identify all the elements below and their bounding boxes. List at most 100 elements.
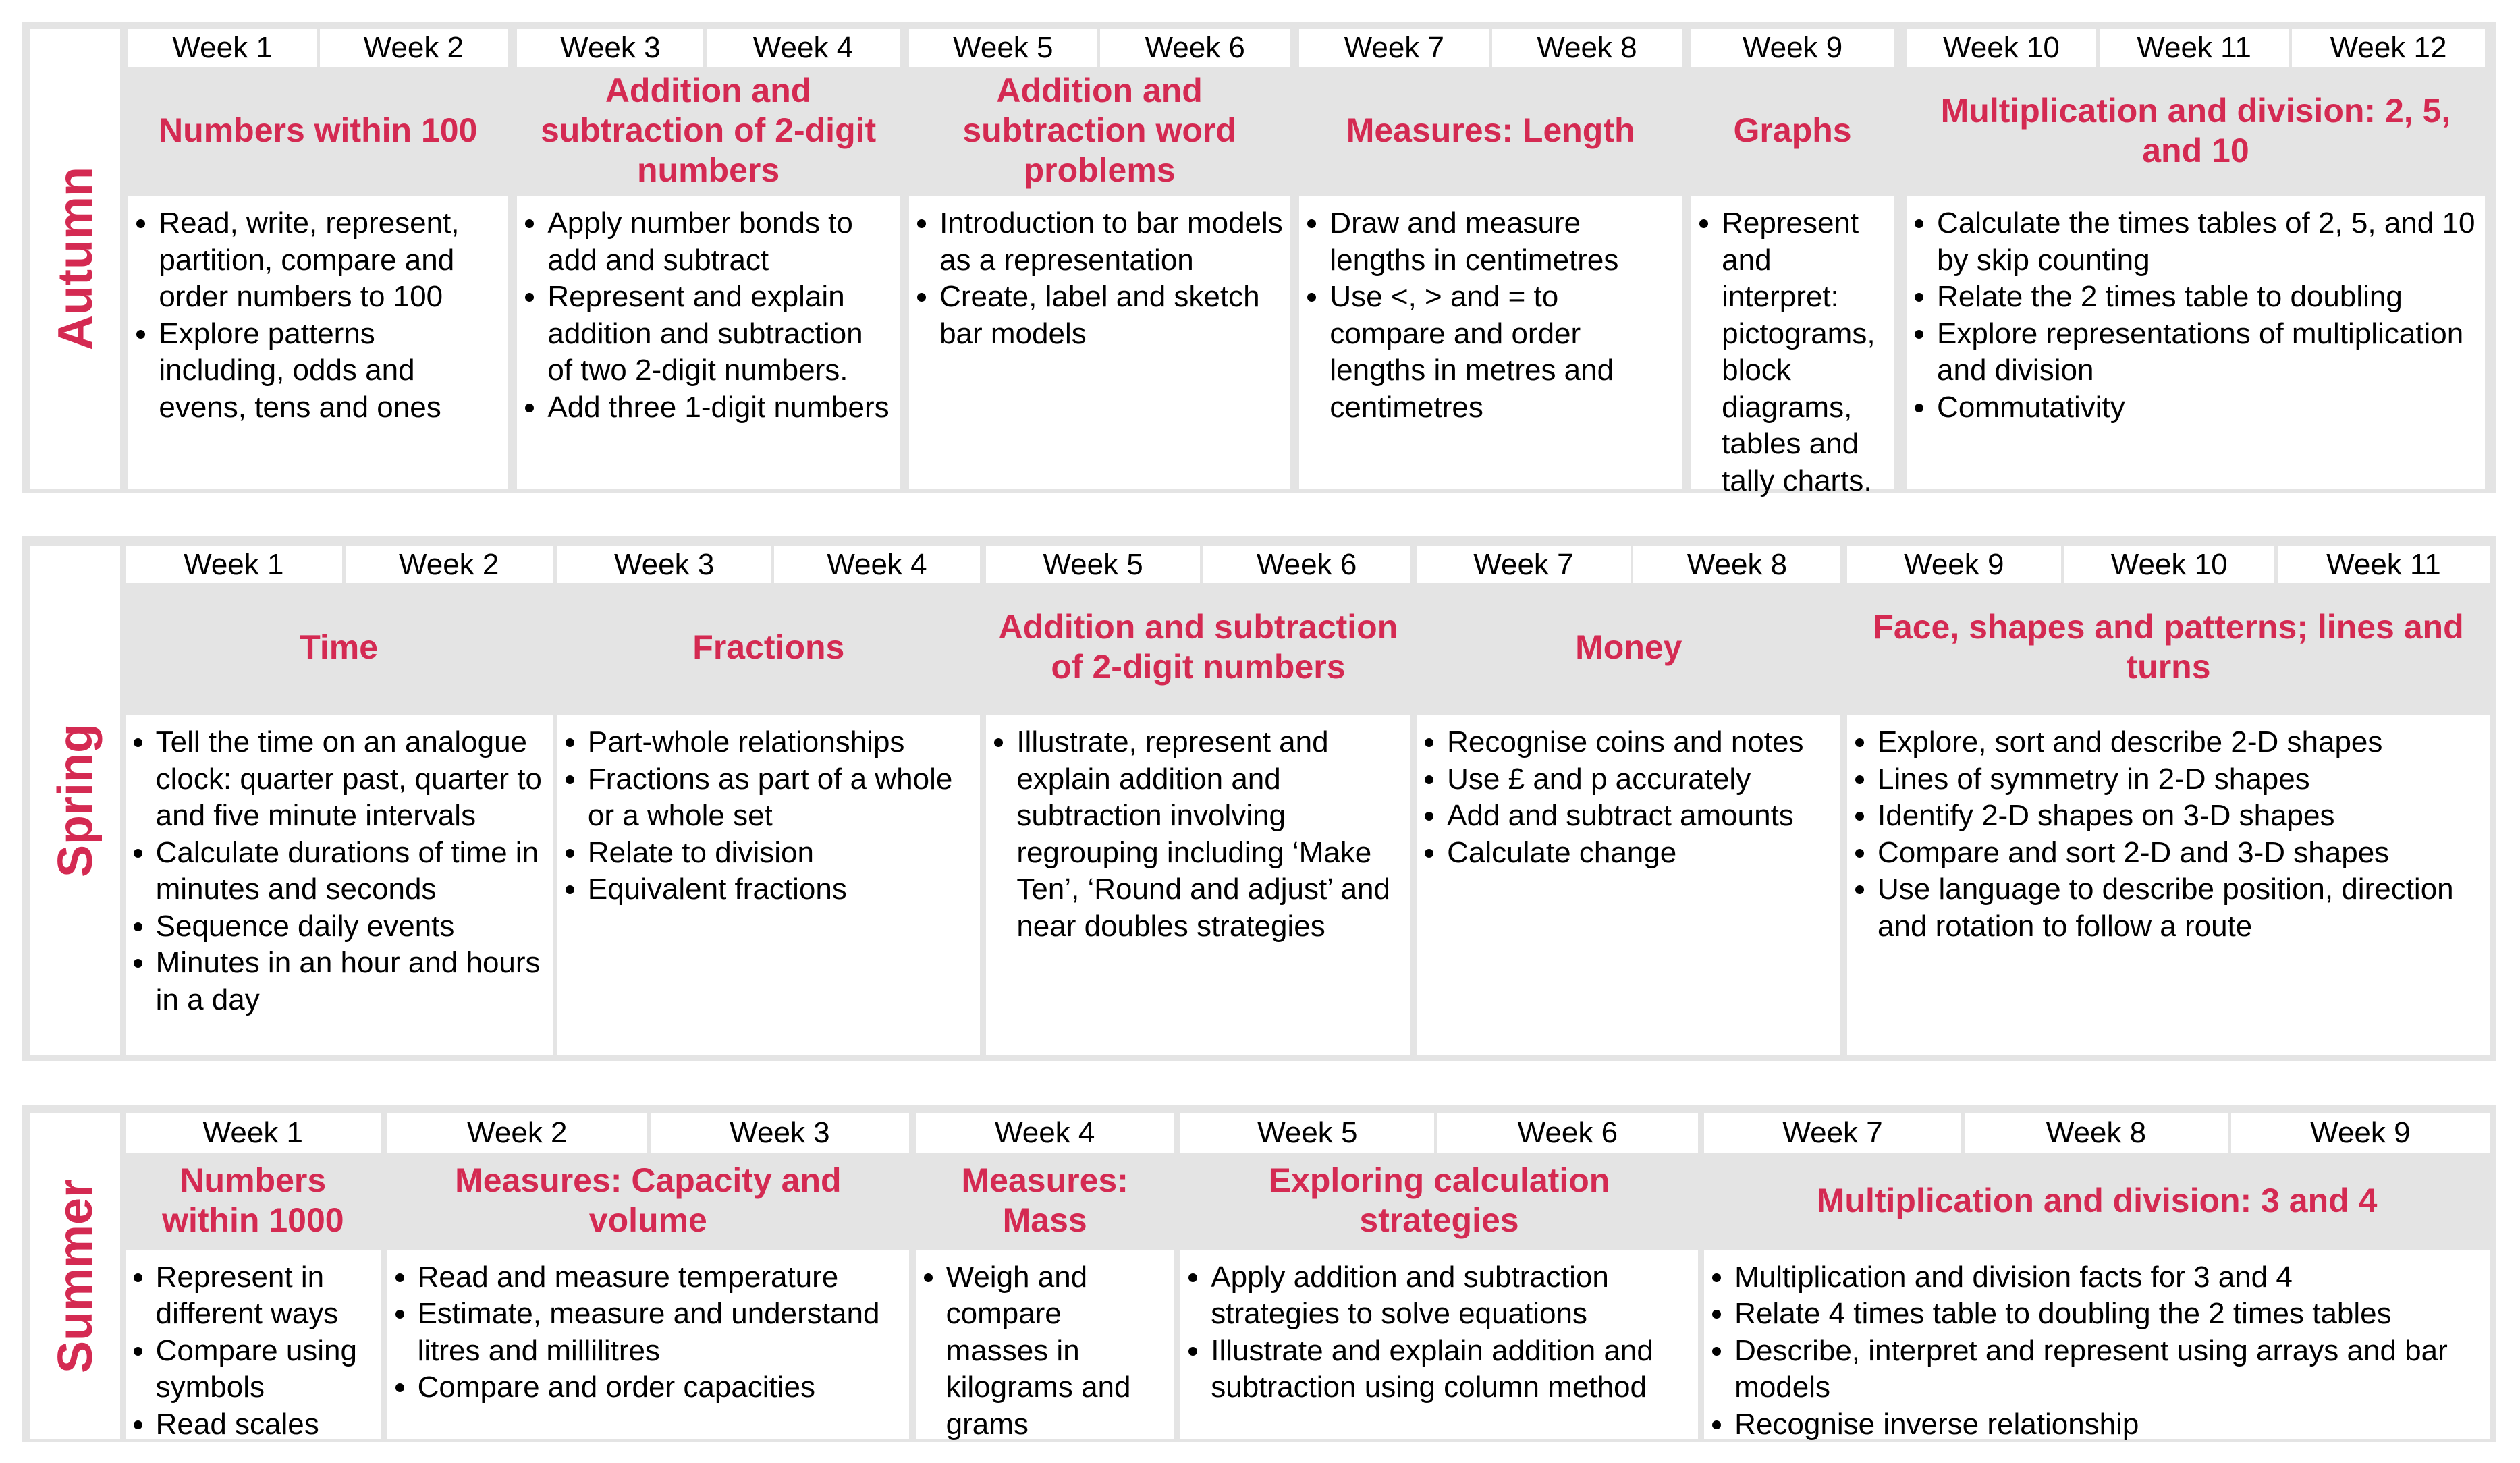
bullet-list: Calculate the times tables of 2, 5, and … [1907,196,2485,426]
week-label: Week 5 [909,28,1097,67]
week-label: Week 5 [986,546,1200,583]
term-label: Autumn [48,167,103,351]
bullet-item: Lines of symmetry in 2-D shapes [1878,761,2483,798]
week-label: Week 9 [1691,28,1894,67]
bullet-item: Recognise inverse relationship [1734,1406,2483,1443]
week-label: Week 12 [2292,28,2485,67]
unit-title: Money [1575,628,1682,666]
bullet-item: Compare and sort 2-D and 3-D shapes [1878,835,2483,872]
week-label: Week 10 [2064,546,2275,583]
week-label: Week 9 [2230,1113,2490,1153]
term-label: Summer [48,1178,103,1373]
week-label: Week 4 [915,1113,1174,1153]
week-label: Week 8 [1964,1113,2228,1153]
bullet-list: Multiplication and division facts for 3 … [1704,1250,2490,1443]
bullet-item: Multiplication and division facts for 3 … [1734,1259,2483,1296]
bullet-item: Relate to division [588,835,973,872]
bullet-list: Represent in different waysCompare using… [126,1250,381,1443]
bullet-list: Part-whole relationshipsFractions as par… [557,715,980,908]
unit-title: Measures: Capacity and volume [455,1161,842,1240]
unit-bullets: Represent in different waysCompare using… [125,1249,381,1441]
unit-bullets: Explore, sort and describe 2-D shapesLin… [1847,715,2490,1055]
unit-title: Time [300,628,379,666]
week-label: Week 2 [387,1113,648,1153]
term-label-cell: Summer [30,1113,121,1439]
bullet-list: Weigh and compare masses in kilograms an… [916,1250,1174,1443]
bullet-item: Sequence daily events [156,908,546,945]
bullet-item: Compare using symbols [156,1333,374,1406]
bullet-item: Relate the 2 times table to doubling [1937,279,2478,316]
bullet-list: Apply number bonds to add and subtractRe… [517,196,899,426]
week-label: Week 2 [345,546,553,583]
bullet-item: Calculate change [1447,835,1834,872]
week-label: Week 11 [2277,546,2490,583]
bullet-list: Represent and interpret: pictograms, blo… [1691,196,1894,499]
unit-bullets: Illustrate, represent and explain additi… [986,715,1410,1055]
week-label: Week 1 [125,546,342,583]
unit-title: Addition and subtraction word problems [962,72,1236,190]
unit-bullets: Introduction to bar models as a represen… [909,196,1290,489]
bullet-item: Represent in different ways [156,1259,374,1333]
week-label: Week 6 [1437,1113,1698,1153]
bullet-item: Represent and interpret: pictograms, blo… [1722,205,1887,499]
unit-title: Graphs [1733,111,1852,150]
bullet-item: Read scales [156,1406,374,1443]
unit-title: Addition and subtraction of 2-digit numb… [540,72,877,190]
bullet-item: Use <, > and = to compare and order leng… [1330,279,1674,426]
week-label: Week 4 [774,546,980,583]
bullet-list: Apply addition and subtraction strategie… [1180,1250,1697,1406]
bullet-item: Apply number bonds to add and subtract [547,205,892,279]
bullet-item: Use £ and p accurately [1447,761,1834,798]
unit-bullets: Apply number bonds to add and subtractRe… [517,196,900,489]
unit-title: Fractions [692,628,845,666]
unit-bullets: Draw and measure lengths in centimetresU… [1299,196,1682,489]
bullet-list: Read and measure temperatureEstimate, me… [387,1250,910,1406]
unit-title: Multiplication and division: 3 and 4 [1816,1181,2378,1219]
unit-title: Exploring calculation strategies [1268,1161,1610,1240]
bullet-item: Describe, interpret and represent using … [1734,1333,2483,1406]
unit-title: Addition and subtraction of 2-digit numb… [998,608,1398,686]
bullet-item: Weigh and compare masses in kilograms an… [946,1259,1168,1443]
week-label: Week 2 [319,28,508,67]
unit-title: Measures: Length [1346,111,1635,150]
bullet-item: Calculate durations of time in minutes a… [156,835,546,908]
week-label: Week 11 [2099,28,2289,67]
week-label: Week 1 [128,28,317,67]
week-label: Week 8 [1633,546,1841,583]
term-label: Spring [48,723,103,878]
bullet-list: Introduction to bar models as a represen… [909,196,1290,352]
unit-title: Numbers within 1000 [162,1161,344,1240]
bullet-item: Create, label and sketch bar models [939,279,1283,352]
unit-bullets: Represent and interpret: pictograms, blo… [1691,196,1894,497]
bullet-item: Equivalent fractions [588,871,973,908]
week-label: Week 9 [1847,546,2061,583]
week-label: Week 7 [1417,546,1631,583]
week-label: Week 8 [1492,28,1682,67]
bullet-item: Illustrate, represent and explain additi… [1016,724,1403,945]
bullet-item: Explore patterns including, odds and eve… [159,316,501,426]
week-label: Week 4 [707,28,900,67]
bullet-item: Add and subtract amounts [1447,798,1834,835]
bullet-list: Illustrate, represent and explain additi… [986,715,1410,945]
week-label: Week 3 [557,546,771,583]
bullet-item: Explore representations of multiplicatio… [1937,316,2478,389]
bullet-item: Apply addition and subtraction strategie… [1211,1259,1691,1333]
bullet-list: Draw and measure lengths in centimetresU… [1299,196,1681,426]
unit-bullets: Read, write, represent, partition, compa… [128,196,508,489]
bullet-item: Illustrate and explain addition and subt… [1211,1333,1691,1406]
bullet-item: Minutes in an hour and hours in a day [156,945,546,1018]
bullet-list: Read, write, represent, partition, compa… [128,196,508,426]
week-label: Week 3 [517,28,704,67]
unit-title: Measures: Mass [961,1161,1128,1240]
week-label: Week 3 [650,1113,910,1153]
unit-bullets: Read and measure temperatureEstimate, me… [387,1249,910,1439]
unit-title: Multiplication and division: 2, 5, and 1… [1940,91,2451,169]
bullet-list: Tell the time on an analogue clock: quar… [126,715,553,1018]
bullet-item: Fractions as part of a whole or a whole … [588,761,973,835]
term-label-cell: Autumn [30,28,121,489]
unit-bullets: Tell the time on an analogue clock: quar… [125,715,553,1055]
week-label: Week 7 [1704,1113,1961,1153]
week-label: Week 5 [1180,1113,1435,1153]
bullet-item: Recognise coins and notes [1447,724,1834,761]
bullet-item: Relate 4 times table to doubling the 2 t… [1734,1296,2483,1333]
